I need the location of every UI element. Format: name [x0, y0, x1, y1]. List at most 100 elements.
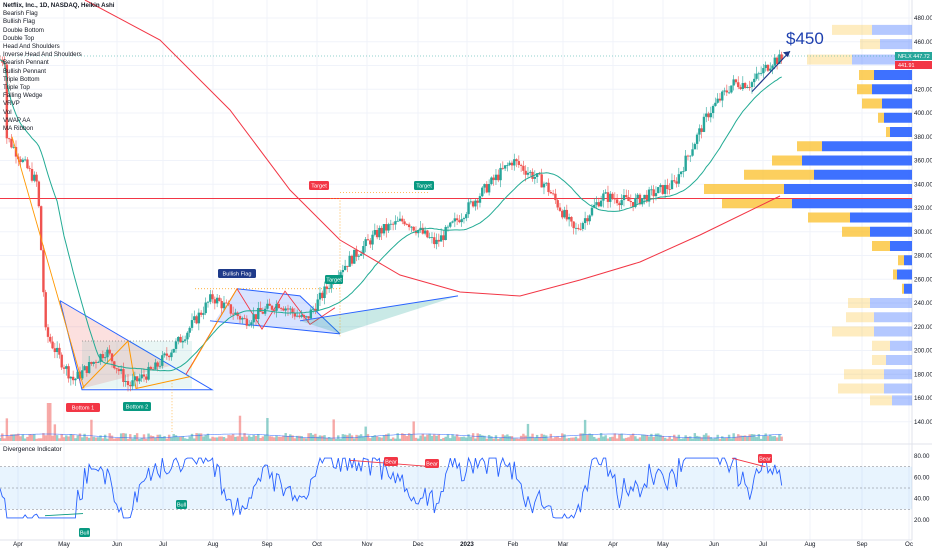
- ma-slow-line: [84, 0, 781, 297]
- volume-bar: [199, 433, 203, 441]
- volume-bar: [17, 433, 20, 441]
- volume-bar: [606, 438, 610, 441]
- legend-item-bearish-pennant[interactable]: Bearish Pennant: [3, 59, 49, 67]
- falling-wedge-outline: [59, 300, 214, 391]
- candle-body: [117, 369, 121, 372]
- candle-body: [510, 162, 514, 166]
- volume-bar: [515, 438, 518, 441]
- candle-body: [163, 353, 166, 356]
- candle-body: [229, 304, 233, 314]
- candle-body: [634, 198, 637, 208]
- legend-item-inverse-head-and-shoulders[interactable]: Inverse Head And Shoulders: [3, 51, 82, 59]
- legend-item-falling-wedge[interactable]: Falling Wedge: [3, 92, 43, 100]
- volume-bar: [350, 435, 354, 441]
- candle-body: [49, 336, 52, 342]
- volume-bar: [99, 435, 102, 441]
- candle-body: [12, 147, 15, 148]
- candle-body: [369, 240, 372, 245]
- legend-item-vwap-aa[interactable]: VWAP AA: [3, 116, 31, 124]
- legend-item-bearish-flag[interactable]: Bearish Flag: [3, 10, 38, 18]
- candle-body: [458, 220, 461, 223]
- candle-body: [652, 189, 655, 197]
- volume-bar: [163, 436, 166, 441]
- legend-item-triple-bottom[interactable]: Triple Bottom: [3, 75, 40, 83]
- vrvp-down-bar-11: [704, 184, 784, 194]
- time-label-oct: Oct: [312, 541, 322, 548]
- volume-bar: [709, 437, 713, 441]
- candle-body: [483, 184, 486, 188]
- volume-bar: [90, 419, 93, 441]
- volume-bar: [762, 435, 765, 441]
- time-label-jul: Jul: [159, 541, 167, 548]
- candle-body: [357, 255, 361, 257]
- legend-item-vol[interactable]: Vol: [3, 108, 12, 116]
- volume-bar: [394, 438, 397, 441]
- volume-bar: [529, 436, 532, 441]
- legend-item-triple-top[interactable]: Triple Top: [3, 84, 30, 92]
- volume-bar: [74, 438, 77, 441]
- candle-body: [51, 341, 54, 349]
- legend-item-double-top[interactable]: Double Top: [3, 34, 35, 42]
- candle-body: [762, 68, 765, 74]
- volume-bar: [538, 437, 541, 441]
- volume-bar: [321, 435, 324, 441]
- volume-bar: [282, 435, 285, 441]
- chart-title[interactable]: Netflix, Inc., 1D, NASDAQ, Heikin Ashi: [3, 2, 115, 9]
- candle-body: [5, 64, 9, 139]
- candle-body: [362, 246, 365, 254]
- price-tick-280: 280.00: [914, 253, 932, 260]
- vrvp-up-bar-13: [850, 212, 912, 223]
- candle-body: [42, 250, 45, 293]
- volume-bar: [597, 437, 601, 441]
- volume-bar: [85, 436, 89, 441]
- legend-item-head-and-shoulders[interactable]: Head And Shoulders: [3, 43, 60, 51]
- volume-bar: [147, 433, 150, 441]
- candle-body: [151, 369, 155, 370]
- candle-body: [195, 316, 198, 324]
- legend-item-bullish-pennant[interactable]: Bullish Pennant: [3, 67, 46, 75]
- volume-bar: [30, 434, 34, 441]
- candle-body: [174, 341, 178, 349]
- candle-body: [55, 347, 59, 353]
- volume-bar: [97, 437, 100, 441]
- volume-bar: [499, 437, 502, 441]
- vrvp-up-bar-1: [880, 39, 912, 50]
- vrvp-up-bar-4: [872, 84, 912, 95]
- candle-body: [739, 87, 742, 90]
- volume-bar: [55, 435, 59, 441]
- legend-item-ma-ribbon[interactable]: MA Ribbon: [3, 125, 34, 133]
- volume-bar: [385, 434, 388, 441]
- price-tick-360: 360.00: [914, 158, 932, 165]
- candle-body: [700, 128, 703, 132]
- legend-item-vrvp[interactable]: VRVP: [3, 100, 20, 108]
- candle-body: [199, 312, 203, 315]
- volume-bar: [684, 435, 687, 441]
- candle-body: [753, 78, 756, 83]
- candle-body: [295, 315, 299, 317]
- volume-bar: [327, 437, 331, 441]
- candle-body: [26, 159, 29, 169]
- legend-item-bullish-flag[interactable]: Bullish Flag: [3, 18, 35, 26]
- volume-bar: [284, 433, 287, 441]
- vrvp-up-bar-17: [897, 269, 912, 280]
- bull-tag-1: Bull: [80, 531, 89, 537]
- candle-body: [101, 354, 105, 359]
- time-label-aug: Aug: [207, 541, 219, 548]
- volume-bar: [513, 438, 516, 441]
- candle-body: [53, 348, 57, 353]
- candle-body: [190, 320, 194, 328]
- volume-bar: [231, 434, 235, 441]
- vrvp-down-bar-18: [902, 283, 904, 294]
- volume-bar: [766, 436, 770, 441]
- divergence-pane-title[interactable]: Divergence Indicator: [3, 446, 62, 453]
- volume-bar: [46, 403, 50, 441]
- candle-body: [714, 102, 717, 106]
- volume-bar: [151, 436, 155, 441]
- volume-bar: [478, 434, 482, 441]
- legend-item-double-bottom[interactable]: Double Bottom: [3, 26, 44, 34]
- vrvp-up-bar-5: [882, 98, 912, 109]
- candle-body: [579, 228, 582, 230]
- volume-bar: [254, 435, 258, 441]
- candle-body: [613, 198, 617, 200]
